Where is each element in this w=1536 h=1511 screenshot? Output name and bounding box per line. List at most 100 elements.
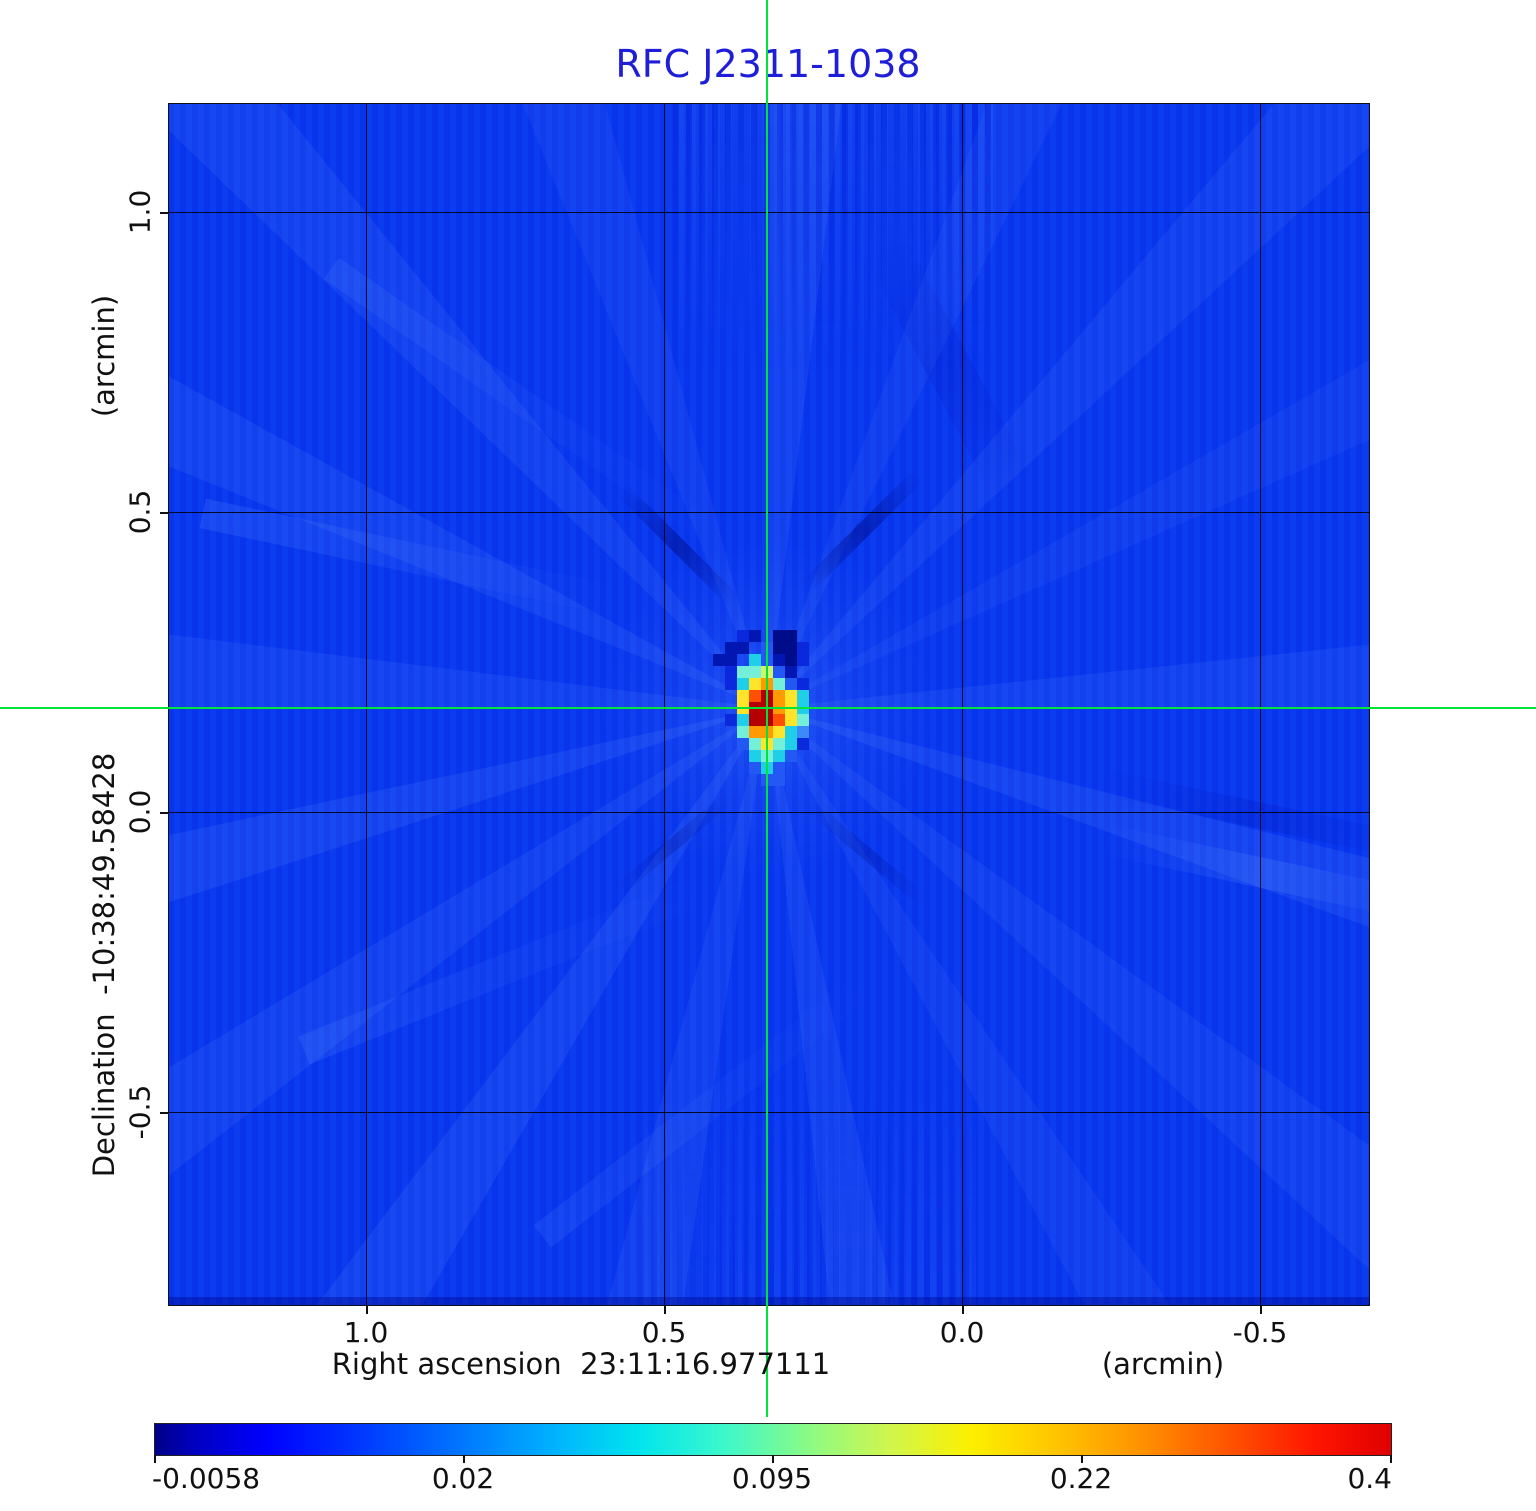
source-pixel (737, 726, 749, 738)
light-ray-lower-left-2 (533, 966, 883, 1248)
source-pixel (749, 738, 761, 750)
source-pixel (773, 654, 785, 666)
source-pixel (749, 714, 761, 726)
source-pixel (749, 678, 761, 690)
x-tick-mark (664, 1306, 666, 1314)
colorbar-tick-label: 0.22 (1049, 1462, 1113, 1495)
source-pixel (737, 630, 749, 642)
source-pixel (785, 678, 797, 690)
source-pixel (749, 666, 761, 678)
x-tick-label: 1.0 (343, 1316, 389, 1349)
source-pixel (749, 762, 761, 774)
colorbar-tick-label: -0.0058 (152, 1462, 261, 1495)
y-axis-unit: (arcmin) (87, 294, 121, 418)
source-pixel (773, 750, 785, 762)
source-pixel (761, 678, 773, 690)
x-tick-mark (962, 1306, 964, 1314)
source-pixel (725, 678, 737, 690)
x-tick-mark (1260, 1306, 1262, 1314)
ripple-stripes-bottom (638, 1073, 978, 1306)
light-ray-lower-left (298, 871, 718, 1065)
source-pixel (749, 726, 761, 738)
source-pixel (761, 642, 773, 654)
colorbar-tick-label: 0.02 (431, 1462, 495, 1495)
x-axis-label: Right ascension 23:11:16.977111 (331, 1347, 831, 1381)
y-tick-label: -0.5 (123, 1084, 157, 1140)
source-pixel (761, 774, 773, 786)
source-pixel (797, 714, 809, 726)
source-pixel (725, 654, 737, 666)
colorbar-tick-mark (1081, 1455, 1083, 1463)
gridline-vertical (1260, 103, 1261, 1306)
source-pixel (773, 666, 785, 678)
source-pixel (797, 690, 809, 702)
gridline-horizontal (168, 212, 1370, 213)
source-pixel (797, 726, 809, 738)
chart-title: RFC J2311-1038 (615, 42, 921, 86)
source-pixel (749, 690, 761, 702)
source-pixel (773, 726, 785, 738)
source-pixel (797, 654, 809, 666)
source-pixel (773, 774, 785, 786)
colorbar-tick-mark (154, 1455, 156, 1463)
source-pixel (773, 630, 785, 642)
source-pixel (725, 666, 737, 678)
source-pixel (773, 738, 785, 750)
source-pixel (749, 654, 761, 666)
colorbar-tick-mark (463, 1455, 465, 1463)
colorbar (154, 1423, 1392, 1456)
dark-streak-upper (862, 231, 1034, 500)
x-tick-label: -0.5 (1232, 1316, 1288, 1349)
dark-streak-right (1098, 768, 1370, 864)
source-pixel (761, 762, 773, 774)
source-pixel (737, 702, 749, 714)
negative-arm-upper-right (801, 468, 925, 593)
source-pixel (737, 666, 749, 678)
source-pixel (761, 666, 773, 678)
source-pixel (737, 690, 749, 702)
y-tick-mark (160, 1112, 168, 1114)
source-pixel (773, 714, 785, 726)
source-pixel (749, 630, 761, 642)
light-streak-right (1098, 824, 1370, 922)
colorbar-tick-mark (1390, 1455, 1392, 1463)
source-pixel (773, 678, 785, 690)
source-pixel (761, 714, 773, 726)
source-pixel (761, 654, 773, 666)
source-pixel (737, 714, 749, 726)
source-pixel (749, 702, 761, 714)
gridline-horizontal (168, 512, 1370, 513)
x-tick-mark (366, 1306, 368, 1314)
source-pixel (737, 738, 749, 750)
x-tick-label: 0.5 (641, 1316, 687, 1349)
light-streak-left (199, 498, 627, 618)
gridline-horizontal (168, 812, 1370, 813)
source-pixel (785, 642, 797, 654)
gridline-vertical (366, 103, 367, 1306)
bottom-edge-band (168, 1297, 1370, 1306)
y-tick-label: 0.5 (123, 489, 157, 535)
gridline-vertical (664, 103, 665, 1306)
source-pixel (785, 702, 797, 714)
colorbar-tick-mark (772, 1455, 774, 1463)
negative-arm-lower-right (806, 801, 930, 908)
x-tick-label: 0.0 (939, 1316, 985, 1349)
source-pixel (749, 750, 761, 762)
source-pixel (797, 738, 809, 750)
source-pixel (761, 702, 773, 714)
light-ray-upper-left (323, 257, 733, 555)
source-pixel (785, 666, 797, 678)
source-pixel (773, 702, 785, 714)
source-pixel (785, 726, 797, 738)
source-pixel (797, 702, 809, 714)
y-axis-label: Declination -10:38:49.58428 (87, 752, 121, 1178)
heatmap-panel (168, 103, 1370, 1306)
gridline-vertical (962, 103, 963, 1306)
source-pixel (773, 762, 785, 774)
source-pixel (785, 654, 797, 666)
source-pixel (785, 690, 797, 702)
x-axis-unit: (arcmin) (1101, 1347, 1225, 1381)
source-pixel (785, 750, 797, 762)
ripple-stripes-top (673, 103, 993, 373)
source-pixel (785, 714, 797, 726)
